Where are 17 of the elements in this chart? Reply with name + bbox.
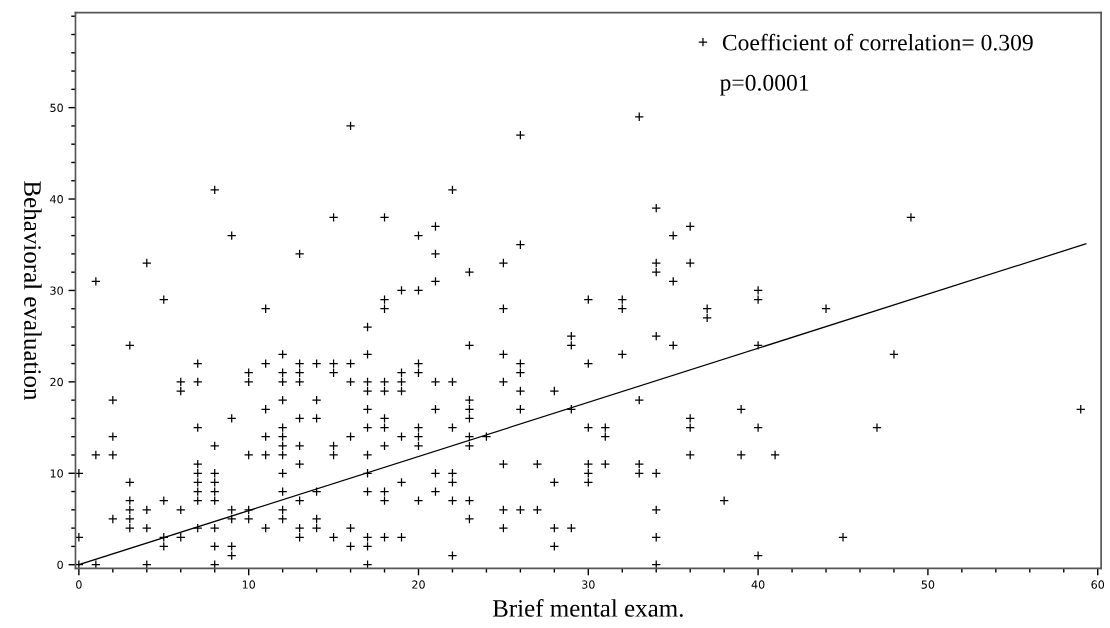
y-tick-label: 40: [50, 195, 63, 204]
x-tick-label: 60: [1091, 580, 1105, 589]
y-tick-label: 20: [50, 377, 63, 387]
x-axis-title: Brief mental exam.: [492, 598, 683, 617]
y-tick-label: 10: [50, 469, 63, 478]
x-tick-label: 10: [242, 580, 256, 589]
x-tick-label: 40: [751, 580, 765, 589]
annotation: p=0.0001: [719, 74, 809, 96]
x-tick-label: 50: [921, 580, 935, 589]
y-axis-title: Behavioral evaluation: [24, 181, 42, 401]
y-tick-label: 0: [57, 560, 63, 570]
x-tick-label: 0: [76, 580, 82, 589]
legend-label: Coefficient of correlation= 0.309: [722, 33, 1033, 51]
x-tick-label: 30: [582, 580, 595, 589]
y-tick-label: 50: [50, 103, 63, 113]
x-tick-label: 20: [412, 580, 425, 589]
y-tick-label: 30: [50, 286, 63, 295]
